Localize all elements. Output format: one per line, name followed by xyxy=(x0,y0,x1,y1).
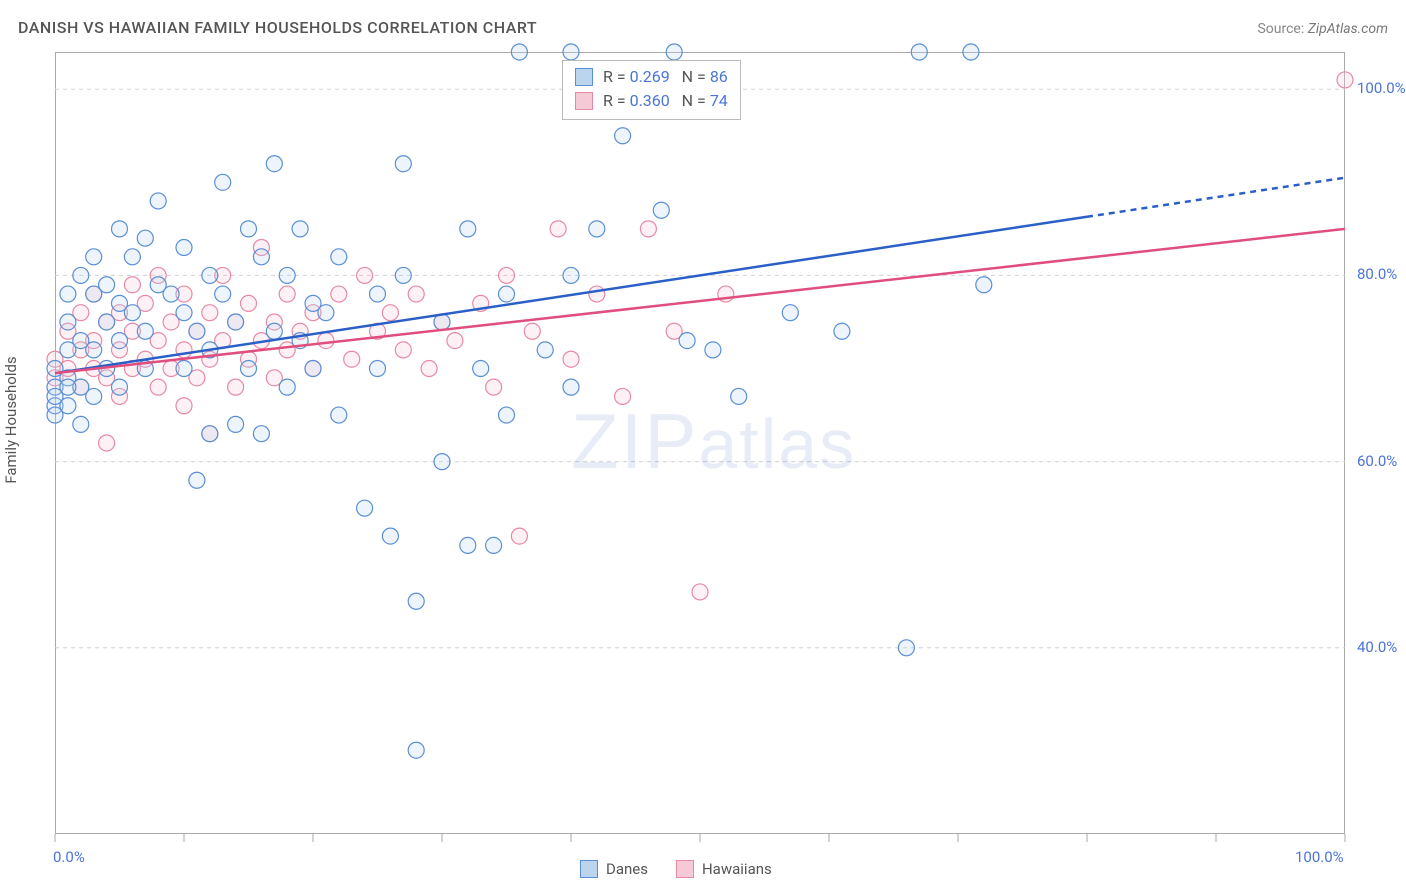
series-swatch xyxy=(575,68,593,86)
legend-item: Hawaiians xyxy=(676,860,772,878)
scatter-svg xyxy=(0,0,1406,892)
legend-item: Danes xyxy=(580,860,648,878)
series-swatch xyxy=(580,860,598,878)
stats-text: R = 0.360 N = 74 xyxy=(603,89,728,113)
y-tick-label: 80.0% xyxy=(1357,265,1397,283)
stats-row: R = 0.360 N = 74 xyxy=(575,89,728,113)
stats-legend-box: R = 0.269 N = 86R = 0.360 N = 74 xyxy=(562,60,741,120)
series-legend: Danes Hawaiians xyxy=(580,860,772,878)
legend-label: Hawaiians xyxy=(702,860,772,878)
y-tick-label: 40.0% xyxy=(1357,638,1397,656)
x-tick-label: 100.0% xyxy=(1295,848,1344,866)
series-swatch xyxy=(676,860,694,878)
y-tick-label: 100.0% xyxy=(1357,79,1406,97)
x-tick-label: 0.0% xyxy=(53,848,85,866)
stats-text: R = 0.269 N = 86 xyxy=(603,65,728,89)
stats-row: R = 0.269 N = 86 xyxy=(575,65,728,89)
legend-label: Danes xyxy=(606,860,648,878)
y-tick-label: 60.0% xyxy=(1357,452,1397,470)
series-swatch xyxy=(575,92,593,110)
